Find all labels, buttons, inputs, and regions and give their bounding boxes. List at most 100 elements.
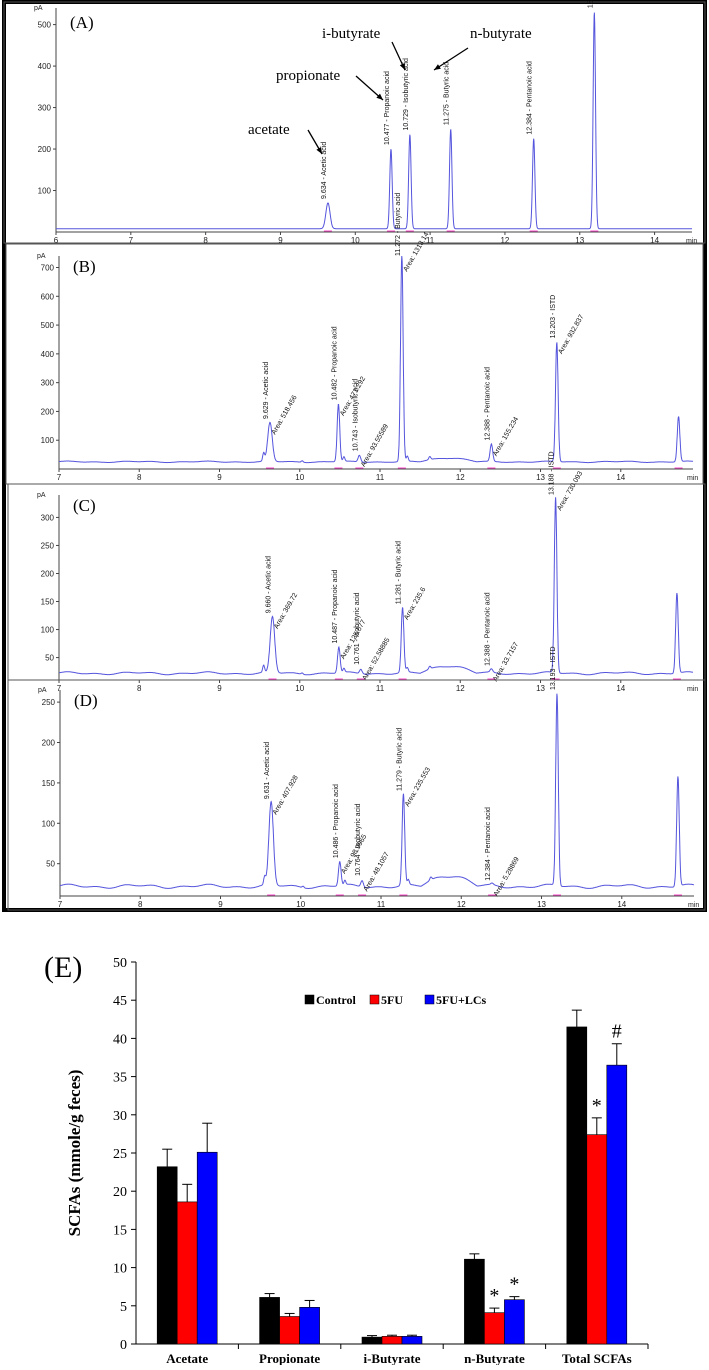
significance-mark: * — [509, 1274, 519, 1296]
x-tick-label: 7 — [57, 684, 62, 693]
y-tick-label: 100 — [41, 626, 55, 635]
chromatogram-panel-c: 50 100 150 200 250 300 7 8 9 10 11 12 13 14 pA min (C) 9.… — [7, 451, 706, 693]
y-tick-label: 25 — [113, 1147, 127, 1162]
bar-control — [464, 1258, 485, 1345]
peak-area-label: Area: 235.6 — [403, 586, 427, 621]
y-tick-label: 40 — [113, 1032, 127, 1047]
y-unit-label: pA — [37, 253, 46, 260]
category-label: n-Butyrate — [464, 1351, 525, 1365]
y-tick-label: 300 — [38, 104, 52, 113]
compound-annotation: propionate — [276, 68, 340, 84]
chromatogram-figure: 100 200 300 400 500 6 7 8 9 10 11 12 13 14 pA min (A) 9.6… — [2, 0, 707, 912]
scfa-bar-svg: (E) 0 5 10 15 20 25 30 35 40 45 50 SCFAs (mmole/g fe… — [44, 951, 649, 1366]
legend-label: 5FU+LCs — [436, 993, 487, 1007]
peak-label: 9.631 - Acetic acid — [264, 742, 271, 799]
peak-label: 13.195 - IS — [587, 0, 594, 8]
chromatogram-trace — [56, 12, 692, 230]
x-tick-label: 14 — [617, 900, 626, 909]
peak-label: 12.388 - Pentanoic acid — [484, 367, 491, 441]
chromatogram-trace — [59, 497, 693, 676]
panel-label: (D) — [74, 691, 98, 710]
y-tick-label: 700 — [41, 264, 55, 273]
bar-control — [259, 1297, 280, 1345]
peak-area-label: Area: 1313.14 — [403, 231, 431, 273]
panel-frame — [3, 1, 706, 244]
y-tick-label: 10 — [113, 1262, 127, 1277]
x-tick-label: 11 — [376, 473, 385, 482]
bar-control — [361, 1336, 383, 1345]
x-tick-label: 12 — [456, 473, 465, 482]
chromatogram-panel-a: 100 200 300 400 500 6 7 8 9 10 11 12 13 14 pA min (A) 9.6… — [3, 0, 706, 245]
compound-annotation: i-butyrate — [322, 26, 381, 42]
x-unit-label: min — [686, 238, 697, 245]
x-tick-label: 14 — [616, 473, 625, 482]
bar-5fu-lcs — [401, 1336, 423, 1345]
y-tick-label: 0 — [120, 1338, 127, 1353]
peak-label: 10.764 - Isobutyric acid — [355, 803, 362, 875]
peak-label: 11.281 - Butyric acid — [396, 541, 403, 604]
compound-annotation: n-butyrate — [470, 26, 532, 42]
peak-area-label: Area: 518.456 — [271, 394, 299, 436]
x-tick-label: 13 — [536, 473, 545, 482]
x-tick-label: 11 — [377, 900, 386, 909]
panel-label: (A) — [70, 13, 94, 32]
y-tick-label: 50 — [46, 860, 55, 869]
figure-border — [2, 0, 707, 912]
peak-label: 10.482 - Propanoic acid — [331, 326, 338, 400]
y-tick-label: 5 — [120, 1300, 127, 1315]
annotation-arrowhead — [316, 147, 322, 154]
x-tick-label: 12 — [456, 684, 465, 693]
x-tick-label: 14 — [650, 236, 659, 245]
significance-mark: * — [489, 1285, 499, 1307]
x-tick-label: 12 — [457, 900, 466, 909]
peak-area-label: Area: 93.55589 — [360, 423, 390, 468]
y-tick-label: 500 — [38, 21, 52, 30]
x-tick-label: 11 — [376, 684, 385, 693]
peak-label: 13.193 - ISTD — [550, 646, 557, 690]
significance-mark: * — [592, 1095, 602, 1117]
peak-area-label: Area: 5.28869 — [493, 856, 521, 898]
y-tick-label: 15 — [113, 1223, 127, 1238]
legend-label: 5FU — [381, 993, 403, 1007]
peak-area-label: Area: 155.234 — [492, 416, 520, 458]
peak-label: 13.188 - ISTD — [549, 451, 556, 495]
bar-control — [156, 1166, 178, 1345]
bar-5fu-lcs — [299, 1307, 320, 1345]
y-tick-label: 400 — [38, 62, 52, 71]
x-tick-label: 14 — [616, 684, 625, 693]
x-tick-label: 8 — [138, 900, 143, 909]
annotation-arrowhead — [434, 64, 441, 70]
annotation-arrowhead — [376, 93, 383, 100]
y-tick-label: 30 — [113, 1109, 127, 1124]
bar-5fu — [484, 1312, 505, 1345]
peak-area-label: Area: 730.093 — [556, 470, 584, 512]
x-tick-label: 9 — [217, 473, 222, 482]
chromatogram-trace — [58, 255, 694, 464]
y-tick-label: 200 — [42, 739, 56, 748]
x-tick-label: 6 — [54, 236, 59, 245]
bar-5fu-lcs — [504, 1299, 525, 1345]
x-tick-label: 7 — [129, 236, 134, 245]
bar-5fu-lcs — [606, 1064, 628, 1345]
peak-label: 10.729 - Isobutyric acid — [403, 58, 410, 130]
y-axis-title: SCFAs (mmole/g feces) — [65, 1070, 84, 1237]
x-tick-label: 9 — [278, 236, 283, 245]
y-tick-label: 300 — [41, 513, 55, 522]
peak-area-label: Area: 52.58885 — [362, 637, 392, 682]
y-tick-label: 100 — [38, 187, 52, 196]
peak-label: 11.275 - Butyric acid — [444, 62, 451, 125]
y-tick-label: 150 — [41, 598, 55, 607]
panel-label: (B) — [73, 257, 96, 276]
annotation-arrowhead — [399, 63, 405, 70]
x-unit-label: min — [687, 686, 698, 693]
category-label: Acetate — [166, 1351, 208, 1365]
x-unit-label: min — [687, 475, 698, 482]
y-tick-label: 50 — [113, 956, 127, 971]
y-tick-label: 200 — [41, 569, 55, 578]
peak-label: 10.486 - Propanoic acid — [333, 784, 340, 858]
category-label: Total SCFAs — [562, 1351, 632, 1365]
peak-label: 9.660 - Acetic acid — [265, 556, 272, 613]
peak-label: 13.203 - ISTD — [550, 295, 557, 339]
peak-area-label: Area: 235.553 — [404, 766, 432, 808]
